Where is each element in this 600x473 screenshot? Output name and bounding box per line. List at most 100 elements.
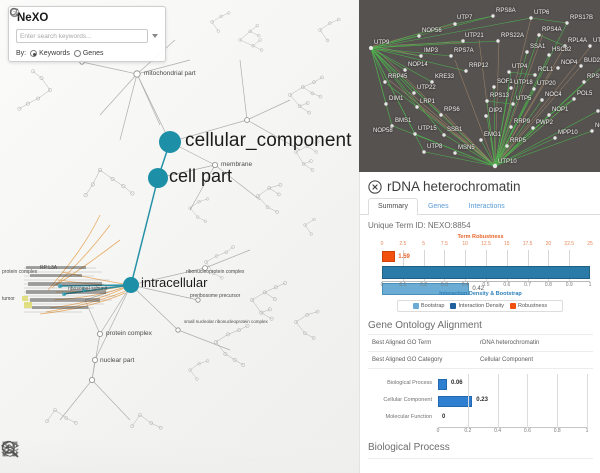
close-circle-icon[interactable] — [368, 179, 382, 194]
chart-legend: Bootstrap Interaction Density Robustness — [397, 300, 563, 312]
row-value-best-aligned-go-category: Cellular Component — [480, 357, 534, 363]
svg-text:?: ? — [13, 11, 17, 17]
go-plot-0: 0.06 — [438, 376, 587, 393]
go-axis-ticks: 0 0.2 0.4 0.6 0.8 1 — [436, 428, 589, 436]
go-tick-0.6: 0.6 — [523, 428, 531, 434]
bottom-tick-0.5: 0.5 — [482, 282, 490, 288]
bar-value-robustness: 1.59 — [398, 254, 410, 260]
search-panel: NeXO ? By: — [8, 6, 166, 62]
legend-label-robustness: Robustness — [518, 303, 548, 309]
bottom-tick-0.4: 0.4 — [461, 282, 469, 288]
top-axis-ticks: 0 2.5 5 7.5 10 12.5 15 17.5 20 22.5 25 — [380, 241, 593, 249]
row-key-best-aligned-go-term: Best Aligned GO Term — [372, 340, 432, 346]
layers-icon[interactable] — [0, 439, 20, 459]
table-row: Best Aligned GO Category Cellular Compon… — [368, 352, 593, 369]
gene-network-svg — [369, 14, 600, 169]
chart-title-density-bootstrap: Interaction Density & Bootstrap — [439, 291, 522, 297]
legend-label-interaction-density: Interaction Density — [458, 303, 505, 309]
go-value-molecular-function: 0 — [442, 413, 446, 420]
tab-genes[interactable]: Genes — [427, 203, 449, 210]
section-heading-biological-process: Biological Process — [368, 442, 450, 453]
chart-plot-area: 1.59 0.42 — [382, 250, 590, 295]
radio-keywords-label: Keywords — [39, 50, 70, 57]
gene-interaction-network[interactable]: UTP9 UTP7 NOP56 UTP21 IMP3 RPS7A NOP14 RRP45 KRE… — [359, 0, 600, 172]
chart-title-term-robustness: Term Robustness — [457, 234, 504, 240]
bar-robustness — [382, 251, 396, 262]
panel-title: rDNA heterochromatin — [387, 179, 521, 194]
bottom-axis-ticks: 0 0.1 0.2 0.3 0.4 0.5 0.6 0.7 0.8 0.9 1 — [380, 282, 592, 290]
go-chart-rows: Biological Process 0.06 Cellular Compone… — [368, 376, 593, 427]
go-plot-2: 0 — [438, 410, 587, 427]
bottom-tick-0.2: 0.2 — [420, 282, 428, 288]
app-title: NeXO — [17, 12, 49, 24]
go-gridline — [527, 374, 529, 428]
top-tick-17.5: 17.5 — [522, 241, 533, 247]
chart-axis-line — [382, 281, 590, 282]
go-alignment-table: Best Aligned GO Term rDNA heterochromati… — [368, 334, 593, 369]
top-tick-0: 0 — [380, 241, 384, 247]
bottom-tick-1: 1 — [588, 282, 592, 288]
top-tick-10: 10 — [462, 241, 468, 247]
search-row: ? — [9, 7, 158, 43]
top-tick-15: 15 — [504, 241, 510, 247]
highlighted-hub-nodes — [123, 131, 181, 293]
top-tick-7.5: 7.5 — [440, 241, 448, 247]
radio-option-keywords[interactable]: Keywords — [30, 50, 70, 57]
radio-option-genes[interactable]: Genes — [73, 50, 103, 57]
go-tick-0: 0 — [436, 428, 440, 434]
bar-bootstrap — [382, 283, 470, 295]
graph-toolbar — [0, 439, 359, 473]
bottom-tick-0: 0 — [380, 282, 384, 288]
top-tick-2.5: 2.5 — [399, 241, 407, 247]
top-tick-5: 5 — [422, 241, 425, 247]
bottom-tick-0.3: 0.3 — [440, 282, 448, 288]
tab-summary[interactable]: Summary — [368, 198, 418, 215]
section-divider — [368, 458, 593, 459]
bar-value-bootstrap: 0.42 — [472, 286, 485, 292]
legend-item-bootstrap: Bootstrap — [412, 303, 445, 309]
legend-item-robustness: Robustness — [510, 303, 547, 309]
go-row-biological-process: Biological Process 0.06 — [368, 376, 593, 393]
unique-term-id: Unique Term ID: NEXO:8854 — [368, 221, 471, 230]
section-heading-go-alignment: Gene Ontology Alignment — [368, 320, 482, 331]
go-bar-cellular-component — [438, 396, 473, 407]
go-plot-1: 0.23 — [438, 393, 587, 410]
row-value-best-aligned-go-term: rDNA heterochromatin — [480, 340, 540, 346]
legend-label-bootstrap: Bootstrap — [420, 303, 445, 309]
go-tick-0.4: 0.4 — [494, 428, 502, 434]
radio-keywords-icon[interactable] — [30, 50, 38, 57]
bottom-tick-0.8: 0.8 — [544, 282, 552, 288]
bar-interaction-density — [382, 266, 590, 279]
legend-item-interaction-density: Interaction Density — [450, 303, 504, 309]
go-label-molecular-function: Molecular Function — [385, 414, 432, 420]
hierarchy-network-canvas[interactable]: cellular_component cell part intracellul… — [0, 0, 359, 473]
legend-swatch-interaction-density — [450, 303, 457, 309]
panel-tabs: Summary Genes Interactions — [360, 198, 600, 215]
search-input[interactable] — [16, 29, 148, 43]
tab-interactions[interactable]: Interactions — [468, 203, 505, 210]
bottom-tick-0.6: 0.6 — [503, 282, 511, 288]
bottom-tick-0.9: 0.9 — [565, 282, 573, 288]
go-gridline — [557, 374, 559, 428]
go-row-cellular-component: Cellular Component 0.23 — [368, 393, 593, 410]
top-tick-12.5: 12.5 — [481, 241, 491, 247]
top-tick-22.5: 22.5 — [564, 241, 575, 247]
go-label-biological-process: Biological Process — [387, 380, 432, 386]
panel-header: rDNA heterochromatin — [360, 172, 600, 198]
radio-genes-icon[interactable] — [73, 50, 81, 57]
chevron-down-icon[interactable] — [152, 34, 158, 38]
term-robustness-chart: Term Robustness 0 2.5 5 7.5 10 12.5 15 17.5 20 22… — [368, 234, 593, 297]
table-row: Best Aligned GO Term rDNA heterochromati… — [368, 335, 593, 352]
hierarchy-graph-svg — [17, 11, 341, 430]
go-label-cellular-component: Cellular Component — [383, 397, 432, 403]
bottom-tick-0.1: 0.1 — [399, 282, 407, 288]
term-details-panel: rDNA heterochromatin Summary Genes Inter… — [359, 172, 600, 473]
search-by-row: By: Keywords Genes — [16, 50, 158, 57]
go-gridline — [497, 374, 499, 428]
go-axis-line — [438, 427, 587, 428]
row-key-best-aligned-go-category: Best Aligned GO Category — [372, 357, 443, 363]
top-tick-20: 20 — [545, 241, 552, 247]
help-icon[interactable]: ? — [9, 7, 20, 18]
top-tick-25: 25 — [587, 241, 593, 247]
